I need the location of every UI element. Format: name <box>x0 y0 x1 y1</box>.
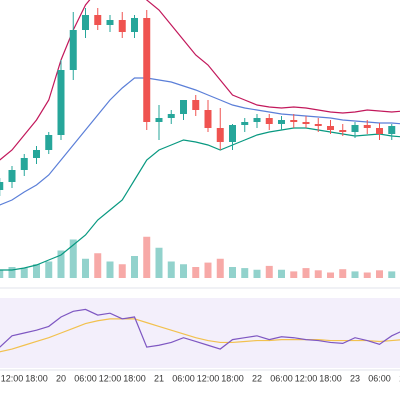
volume-bar <box>216 258 224 278</box>
volume-bar <box>8 267 16 278</box>
candle-body <box>314 124 322 126</box>
candle-body <box>204 110 212 128</box>
volume-bar <box>241 268 249 278</box>
volume-bar <box>351 271 359 278</box>
candle-body <box>20 158 28 170</box>
candle-body <box>180 100 187 114</box>
candle-body <box>339 130 347 132</box>
volume-bar <box>180 264 187 278</box>
candle-body <box>45 135 53 150</box>
band-lower <box>0 127 400 271</box>
candle-body <box>351 125 359 132</box>
volume-bar <box>327 272 334 278</box>
candle-body <box>118 20 126 32</box>
candle-body <box>290 120 298 122</box>
volume-bar <box>204 262 212 278</box>
candle-body <box>94 15 102 25</box>
candle-body <box>8 170 16 182</box>
volume-bar <box>229 267 236 278</box>
candle-body <box>155 118 163 122</box>
x-tick-label: 18:00 <box>221 373 244 383</box>
volume-bar <box>33 264 40 278</box>
volume-bar <box>192 267 200 278</box>
volume-bar <box>94 253 102 278</box>
candle-body <box>192 100 200 110</box>
x-tick-label: 12:00 <box>1 373 24 383</box>
x-tick-label: 12:00 <box>295 373 318 383</box>
x-tick-label: 20 <box>56 373 66 383</box>
candle-body <box>143 18 151 122</box>
candle-body <box>57 70 65 135</box>
x-tick-label: 23 <box>350 373 360 383</box>
x-tick-label: 21 <box>154 373 164 383</box>
candle-body <box>327 126 334 130</box>
candle-body <box>106 20 114 25</box>
candle-body <box>253 118 261 122</box>
x-tick-label: 22 <box>252 373 262 383</box>
volume-bar <box>45 261 53 278</box>
x-tick-label: 12:00 <box>197 373 220 383</box>
rsi-line <box>0 308 400 350</box>
band-middle <box>0 77 400 206</box>
rsi-pane <box>0 298 400 368</box>
volume-bar <box>314 270 322 278</box>
candle-body <box>216 128 224 142</box>
x-tick-label: 12 <box>399 373 400 383</box>
volume-bar <box>143 236 151 278</box>
candle-body <box>363 125 371 128</box>
x-tick-label: 06:00 <box>270 373 293 383</box>
volume-bar <box>155 247 163 278</box>
candle-body <box>167 114 175 118</box>
x-tick-label: 12:00 <box>99 373 122 383</box>
candle-body <box>0 182 4 190</box>
volume-bar <box>388 271 396 278</box>
candle-body <box>241 122 249 125</box>
x-tick-label: 06:00 <box>368 373 391 383</box>
candle-body <box>388 126 396 134</box>
volume-bar <box>69 239 77 278</box>
band-upper <box>0 0 400 161</box>
x-tick-label: 06:00 <box>74 373 97 383</box>
volume-bar <box>57 250 65 278</box>
candle-body <box>82 15 89 30</box>
volume-bar <box>167 261 175 278</box>
volume-bar <box>20 268 28 278</box>
volume-bar <box>339 269 347 278</box>
volume-bar <box>253 269 261 278</box>
volume-bar <box>278 269 285 278</box>
x-tick-label: 06:00 <box>172 373 195 383</box>
candle-body <box>302 122 310 124</box>
rsi-ma-line <box>0 318 400 353</box>
volume-bar <box>376 270 383 278</box>
candle-body <box>33 150 40 158</box>
candle-body <box>229 125 236 142</box>
volume-bar <box>82 258 89 278</box>
x-tick-label: 18:00 <box>319 373 342 383</box>
candle-body <box>69 30 77 70</box>
volume-bar <box>363 272 371 278</box>
x-tick-label: 18:00 <box>123 373 146 383</box>
candle-body <box>265 118 273 124</box>
volume-bar <box>131 256 138 278</box>
volume-bar <box>118 264 126 278</box>
volume-bar <box>265 265 273 278</box>
candle-body <box>131 18 138 32</box>
volume-bar <box>106 261 114 278</box>
x-tick-label: 18:00 <box>25 373 48 383</box>
volume-bar <box>0 269 4 278</box>
candle-body <box>376 128 383 134</box>
volume-bar <box>302 268 310 278</box>
candle-body <box>278 120 285 124</box>
volume-bar <box>290 271 298 278</box>
